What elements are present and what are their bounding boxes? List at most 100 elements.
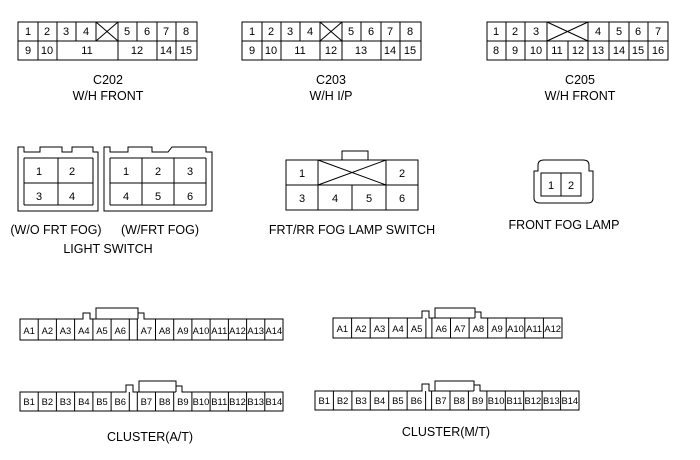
cluster-mt-a-pin: A10 [507,323,524,334]
c202-pin: 8 [183,26,189,38]
cluster-at-b-pin: B14 [266,396,283,407]
cluster-at-b-pin: B6 [114,396,125,407]
c203-pin: 7 [387,26,393,38]
fog-lamp-name: FRONT FOG LAMP [509,218,620,232]
fog-switch-pin: 5 [366,193,372,205]
cluster-at-a-pin: A7 [141,325,152,336]
cluster-mt-b-pin: B1 [318,395,329,406]
fog-lamp-pin: 1 [548,180,554,192]
fog-switch-pin: 4 [332,193,338,205]
c205-pin: 16 [652,45,664,57]
cluster-mt-a-pin: A3 [374,323,385,334]
cluster-at-b-pin: B5 [96,396,107,407]
c205-code: C205 [565,73,595,87]
cluster-mt-b-pin: B14 [561,395,578,406]
cluster-mt-connector: A1 A2 A3 A4 A5 A6 A7 A8 A9 A10 A11 A12 B1 B2 B3 B4 B5 B6… [314,307,580,439]
c203-pin: 9 [249,45,255,57]
cluster-at-a-pin: A12 [229,325,246,336]
c203-pin: 14 [384,45,396,57]
cluster-mt-b-pin: B8 [453,395,464,406]
ls-w-pin: 2 [155,166,161,178]
ls-wo-pin: 3 [36,191,42,203]
cluster-at-a-pin: A9 [177,325,188,336]
connector-c202: 1 2 3 4 5 6 7 8 9 10 11 12 13 14 15 C202… [17,21,198,103]
c203-pin: 2 [268,26,274,38]
c202-pin: 2 [44,26,50,38]
connector-c205: 1 2 3 4 5 6 7 8 9 10 11 12 13 14 15 16 C… [486,21,669,103]
c205-pin: 1 [493,26,499,38]
fog-lamp-switch: 1 2 3 4 5 6 FRT/RR FOG LAMP SWITCH [269,150,435,237]
cluster-mt-b-pin: B4 [374,395,385,406]
c205-pin: 9 [512,45,518,57]
c203-pin: 6 [368,26,374,38]
cluster-at-a-pin: A13 [247,325,264,336]
cluster-at-b-pin: B7 [141,396,152,407]
cluster-at-b-pin: B11 [211,396,227,407]
c202-pin: 9 [25,45,31,57]
c202-pin: 11 [81,45,92,57]
cluster-at-b-pin: B4 [78,396,89,407]
cluster-mt-a-pin: A5 [411,323,422,334]
cluster-mt-b-pin: B2 [337,395,348,406]
cluster-mt-a-pin: A8 [473,323,484,334]
c203-code: C203 [316,73,346,87]
ls-wo-pin: 1 [36,166,42,178]
c202-pin: 12 [131,45,143,57]
ls-w-pin: 5 [155,191,161,203]
fog-switch-pin: 2 [399,168,405,180]
c205-name: W/H FRONT [545,89,616,103]
light-switch-name: LIGHT SWITCH [63,242,152,256]
cluster-mt-a-pin: A4 [392,323,403,334]
cluster-at-a-pin: A1 [23,325,34,336]
c203-pin: 5 [348,26,354,38]
c205-pin: 7 [655,26,661,38]
cluster-at-a-pin: A4 [78,325,89,336]
cluster-mt-a-pin: A12 [544,323,561,334]
c205-pin: 14 [613,45,625,57]
cluster-at-b-pin: B2 [42,396,53,407]
c202-pin: 6 [144,26,150,38]
c202-pin: 5 [124,26,130,38]
c205-pin: 2 [512,26,518,38]
cluster-mt-b-pin: B5 [392,395,403,406]
cluster-mt-name: CLUSTER(M/T) [402,425,490,439]
c203-pin: 15 [404,45,416,57]
c205-pin: 8 [493,45,499,57]
c205-pin: 5 [616,26,622,38]
light-switch-wo-fog: 1 2 3 4 [17,146,99,212]
cluster-mt-b-pin: B11 [507,395,523,406]
cluster-at-a-pin: A6 [114,325,125,336]
cluster-at-connector: A1 A2 A3 A4 A5 A6 A7 A8 A9 A10 A11 A12 A13 A14 B1 B2 B3… [19,307,284,444]
c202-pin: 10 [41,45,53,57]
c202-pin: 7 [163,26,169,38]
cluster-mt-a-pin: A7 [454,323,465,334]
cluster-mt-b-pin: B3 [355,395,366,406]
cluster-mt-b-pin: B12 [525,395,542,406]
c205-pin: 4 [595,26,601,38]
cluster-at-b-pin: B3 [60,396,71,407]
light-switch-w-label: (W/FRT FOG) [121,223,199,237]
c205-pin: 12 [572,45,584,57]
cluster-at-a-pin: A8 [159,325,170,336]
cluster-mt-a-pin: A11 [526,323,542,334]
cluster-mt-b-pin: B6 [411,395,422,406]
cluster-at-a-pin: A11 [211,325,227,336]
cluster-at-a-pin: A2 [42,325,53,336]
cluster-at-a-pin: A5 [96,325,107,336]
cluster-at-b-pin: B10 [193,396,210,407]
fog-lamp-pin: 2 [568,180,574,192]
cluster-mt-a-pin: A1 [337,323,348,334]
c203-pin: 10 [265,45,277,57]
c205-pin: 10 [530,45,542,57]
light-switch-wo-label: (W/O FRT FOG) [10,223,101,237]
c203-pin: 12 [325,45,337,57]
cluster-mt-b-pin: B9 [472,395,483,406]
fog-switch-pin: 3 [299,193,305,205]
cluster-mt-a-pin: A6 [435,323,446,334]
cluster-at-a-pin: A14 [266,325,283,336]
c203-pin: 13 [355,45,367,57]
c203-pin: 3 [287,26,293,38]
cluster-at-b-pin: B13 [247,396,264,407]
c203-pin: 11 [294,45,305,57]
